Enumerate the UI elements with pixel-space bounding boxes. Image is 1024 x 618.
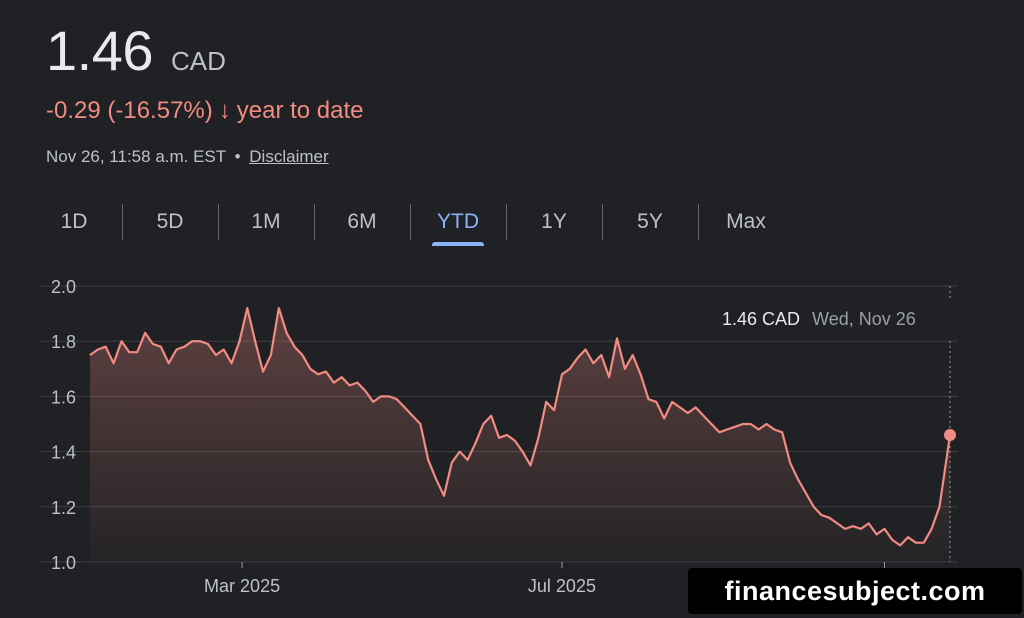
y-tick-label: 1.0	[51, 553, 76, 573]
price-change: -0.29 (-16.57%)	[46, 97, 213, 124]
meta-row: Nov 26, 11:58 a.m. EST • Disclaimer	[46, 147, 329, 167]
y-tick-label: 1.6	[51, 387, 76, 407]
tab-ytd[interactable]: YTD	[410, 202, 506, 246]
y-tick-label: 1.4	[51, 443, 76, 463]
x-tick-label: Jul 2025	[528, 576, 596, 596]
watermark: financesubject.com	[688, 568, 1022, 614]
current-price: 1.46	[46, 19, 154, 82]
y-tick-label: 1.2	[51, 498, 76, 518]
change-row: -0.29 (-16.57%) ↓ year to date	[46, 97, 364, 125]
timestamp: Nov 26, 11:58 a.m. EST	[46, 147, 226, 166]
tab-6m[interactable]: 6M	[314, 202, 410, 242]
price-header: 1.46 CAD	[46, 18, 226, 83]
separator-dot: •	[234, 147, 241, 166]
tooltip-date: Wed, Nov 26	[812, 308, 916, 329]
tooltip-price: 1.46 CAD	[722, 308, 801, 329]
x-tick-label: Mar 2025	[204, 576, 280, 596]
price-area	[90, 308, 950, 562]
tab-1d[interactable]: 1D	[60, 210, 88, 233]
currency-label: CAD	[171, 46, 226, 76]
tab-1m[interactable]: 1M	[218, 202, 314, 242]
price-line	[89, 307, 952, 547]
tab-5d[interactable]: 5D	[122, 202, 218, 242]
tab-5y[interactable]: 5Y	[602, 202, 698, 242]
current-point	[944, 429, 956, 442]
tab-max[interactable]: Max	[698, 202, 794, 242]
y-tick-label: 1.8	[51, 332, 76, 352]
hover-tooltip: 1.46 CAD Wed, Nov 26	[708, 298, 952, 340]
disclaimer-link[interactable]: Disclaimer	[249, 147, 329, 166]
arrow-down-icon: ↓	[218, 97, 231, 124]
tab-1y[interactable]: 1Y	[506, 202, 602, 242]
y-tick-label: 2.0	[51, 277, 76, 297]
change-period: year to date	[236, 97, 364, 124]
range-tabs: 1D 5D 1M 6M YTD 1Y 5Y Max	[26, 202, 794, 246]
